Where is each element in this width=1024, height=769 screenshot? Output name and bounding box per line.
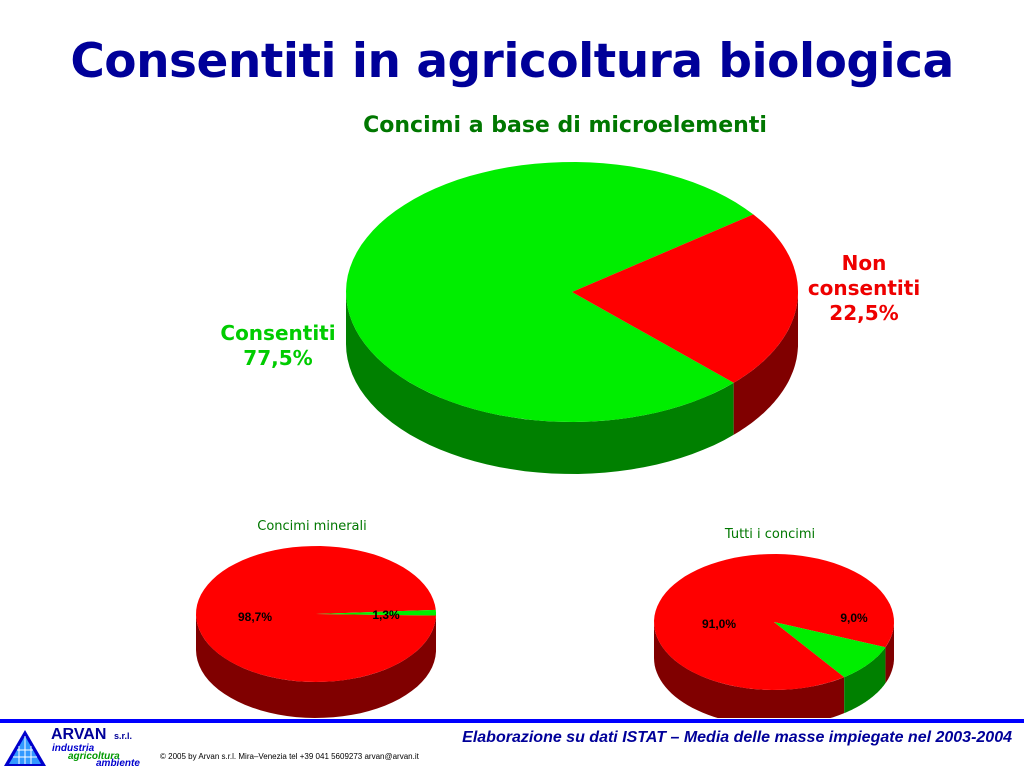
pie-0-label-1-line-0: Non <box>842 251 887 275</box>
copyright-notice: © 2005 by Arvan s.r.l. Mira–Venezia tel … <box>160 752 419 761</box>
logo-line-ambiente: ambiente <box>96 758 140 769</box>
pie-1-slice-0-side-0 <box>196 614 436 718</box>
pie-0-label-0: Consentiti 77,5% <box>220 321 335 370</box>
logo-name: ARVAN <box>51 726 107 743</box>
pie-chart-1: Concimi minerali 98,7% 1,3% <box>196 519 436 718</box>
footer-divider <box>0 719 1024 723</box>
pie-2-slice-0-side-0 <box>654 622 845 718</box>
pie-0-slice-0-side-0 <box>346 292 734 474</box>
pie-0-label-1-line-1: consentiti <box>808 276 920 300</box>
pie-2-label-0-line-0: 91,0% <box>702 617 736 631</box>
pie-2-slice-1 <box>774 622 886 678</box>
pie-1-title: Concimi minerali <box>257 519 366 534</box>
page-title: Consentiti in agricoltura biologica <box>70 34 954 89</box>
pie-0-slice-1 <box>572 214 798 383</box>
logo-line-industria: industria <box>52 743 95 754</box>
pie-chart-2: Tutti i concimi 91,0% 9,0% <box>654 527 894 718</box>
pie-1-label-0-line-0: 98,7% <box>238 610 272 624</box>
charts-canvas: Concimi a base di microelementi Consentit… <box>196 113 920 718</box>
pie-0-slice-0 <box>346 162 754 422</box>
pie-chart-0: Concimi a base di microelementi Consentit… <box>220 113 920 474</box>
pie-1-label-1-line-0: 1,3% <box>372 608 400 622</box>
pie-0-label-0-line-1: 77,5% <box>243 346 312 370</box>
logo-line-agricoltura: agricoltura <box>68 751 120 762</box>
logo-emblem-icon <box>4 730 46 766</box>
pie-0-slice-1-side-0 <box>733 292 798 435</box>
pie-2-slice-0-side-1 <box>885 622 894 684</box>
footer-source-note: Elaborazione su dati ISTAT – Media delle… <box>462 729 1012 746</box>
pie-0-label-0-line-0: Consentiti <box>220 321 335 345</box>
pie-2-label-0: 91,0% <box>702 617 736 631</box>
pie-0-label-1-line-2: 22,5% <box>829 301 898 325</box>
logo-suffix: s.r.l. <box>114 731 133 741</box>
pie-1-label-1: 1,3% <box>372 608 400 622</box>
pie-2-label-1-line-0: 9,0% <box>840 611 868 625</box>
pie-2-slice-1-side-0 <box>844 647 886 714</box>
pie-1-slice-1 <box>316 609 436 616</box>
pie-0-label-1: Non consentiti 22,5% <box>808 251 920 325</box>
pie-2-title: Tutti i concimi <box>724 527 815 542</box>
pie-0-title: Concimi a base di microelementi <box>363 113 767 138</box>
company-logo: ARVAN s.r.l. industria agricoltura ambie… <box>2 726 152 769</box>
pie-2-label-1: 9,0% <box>840 611 868 625</box>
pie-1-label-0: 98,7% <box>238 610 272 624</box>
